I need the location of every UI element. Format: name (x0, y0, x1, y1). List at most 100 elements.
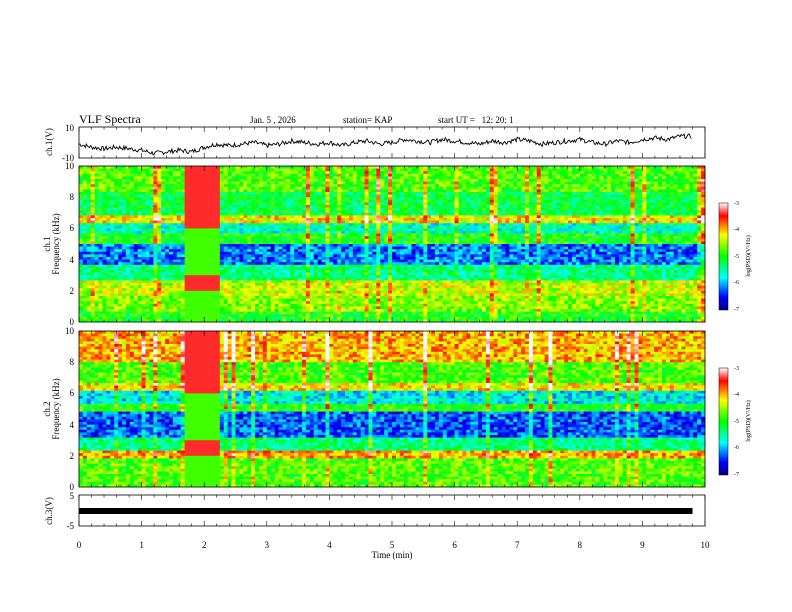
spectrogram-cell (407, 194, 412, 198)
spectrogram-cell (689, 194, 694, 198)
spectrogram-cell (517, 207, 522, 211)
spectrogram-cell (110, 231, 115, 234)
spectrogram-cell (466, 205, 471, 208)
spectrogram-cell (701, 210, 706, 214)
spectrogram-cell (161, 166, 166, 169)
spectrogram-cell (180, 218, 185, 221)
spectrogram-cell (654, 176, 659, 180)
spectrogram-cell (247, 210, 252, 214)
spectrogram-cell (517, 184, 522, 188)
spectrogram-cell (665, 225, 671, 229)
spectrogram-cell (376, 176, 381, 180)
spectrogram-cell (235, 210, 240, 214)
spectrogram-cell (462, 215, 467, 219)
spectrogram-cell (392, 241, 397, 245)
spectrogram-cell (427, 168, 432, 172)
spectrogram-cell (129, 199, 135, 203)
spectrogram-cell (650, 181, 655, 185)
spectrogram-cell (661, 231, 667, 234)
spectrogram-cell (364, 241, 369, 245)
spectrogram-cell (650, 192, 655, 195)
spectrogram-cell (337, 212, 342, 216)
spectrogram-cell (200, 179, 205, 182)
spectrogram-cell (329, 166, 334, 169)
spectrogram-cell (262, 186, 268, 190)
spectrogram-cell (607, 220, 612, 224)
spectrogram-cell (384, 225, 389, 229)
spectrogram-cell (693, 223, 698, 227)
spectrogram-cell (501, 225, 506, 229)
spectrogram-cell (642, 184, 647, 188)
spectrogram-cell (525, 202, 530, 206)
spectrogram-cell (532, 189, 538, 193)
spectrogram-cell (677, 176, 682, 180)
spectrogram-cell (168, 228, 174, 232)
spectrogram-cell (215, 231, 221, 234)
spectrogram-cell (165, 181, 170, 185)
spectrogram-cell (345, 171, 350, 175)
spectrogram-cell (137, 225, 142, 229)
spectrogram-cell (157, 173, 162, 177)
spectrogram-cell (364, 184, 369, 188)
spectrogram-cell (403, 184, 408, 188)
spectrogram-cell (219, 181, 225, 185)
spectrogram-cell (258, 210, 264, 214)
spectrogram-cell (568, 186, 573, 190)
spectrogram-cell (294, 236, 299, 240)
spectrogram-cell (431, 184, 436, 188)
spectrogram-cell (204, 192, 209, 195)
spectrogram-cell (79, 241, 84, 245)
spectrogram-cell (654, 197, 659, 201)
spectrogram-cell (509, 218, 514, 221)
spectrogram-cell (403, 202, 408, 206)
spectrogram-cell (587, 210, 592, 214)
spectrogram-cell (388, 231, 393, 234)
spectrogram-cell (513, 173, 518, 177)
spectrogram-cell (642, 173, 647, 177)
spectrogram-cell (282, 233, 287, 237)
spectrogram-cell (188, 218, 193, 221)
spectrogram-cell (654, 205, 659, 208)
spectrogram-cell (544, 225, 549, 229)
spectrogram-cell (86, 184, 92, 188)
spectrogram-cell (591, 212, 596, 216)
spectrogram-cell (462, 168, 467, 172)
spectrogram-cell (552, 173, 557, 177)
spectrogram-cell (435, 202, 440, 206)
spectrogram-cell (348, 212, 354, 216)
spectrogram-cell (411, 184, 416, 188)
spectrogram-cell (681, 223, 686, 227)
spectrogram-cell (579, 220, 585, 224)
spectrogram-cell (673, 228, 678, 232)
spectrogram-cell (149, 233, 154, 237)
spectrogram-cell (634, 225, 639, 229)
spectrogram-cell (579, 194, 585, 198)
spectrogram-cell (626, 176, 631, 180)
spectrogram-cell (251, 189, 256, 193)
spectrogram-cell (571, 194, 577, 198)
spectrogram-cell (634, 194, 639, 198)
spectrogram-cell (407, 220, 412, 224)
spectrogram-cell (165, 205, 170, 208)
spectrogram-cell (685, 241, 690, 245)
spectrogram-cell (325, 199, 330, 203)
spectrogram-cell (615, 223, 620, 227)
spectrogram-cell (395, 225, 401, 229)
spectrogram-cell (274, 199, 279, 203)
spectrogram-cell (395, 176, 401, 180)
spectrogram-cell (145, 189, 150, 193)
spectrogram-cell (450, 186, 455, 190)
spectrogram-cell (450, 202, 455, 206)
spectrogram-cell (204, 228, 209, 232)
spectrogram-cell (595, 179, 600, 182)
spectrogram-cell (161, 168, 166, 172)
spectrogram-cell (435, 218, 440, 221)
spectrogram-cell (509, 199, 514, 203)
spectrogram-cell (415, 166, 420, 169)
spectrogram-cell (384, 179, 389, 182)
spectrogram-cell (536, 171, 541, 175)
spectrogram-cell (317, 212, 322, 216)
spectrogram-cell (673, 171, 678, 175)
spectrogram-cell (399, 231, 405, 234)
spectrogram-cell (255, 205, 260, 208)
